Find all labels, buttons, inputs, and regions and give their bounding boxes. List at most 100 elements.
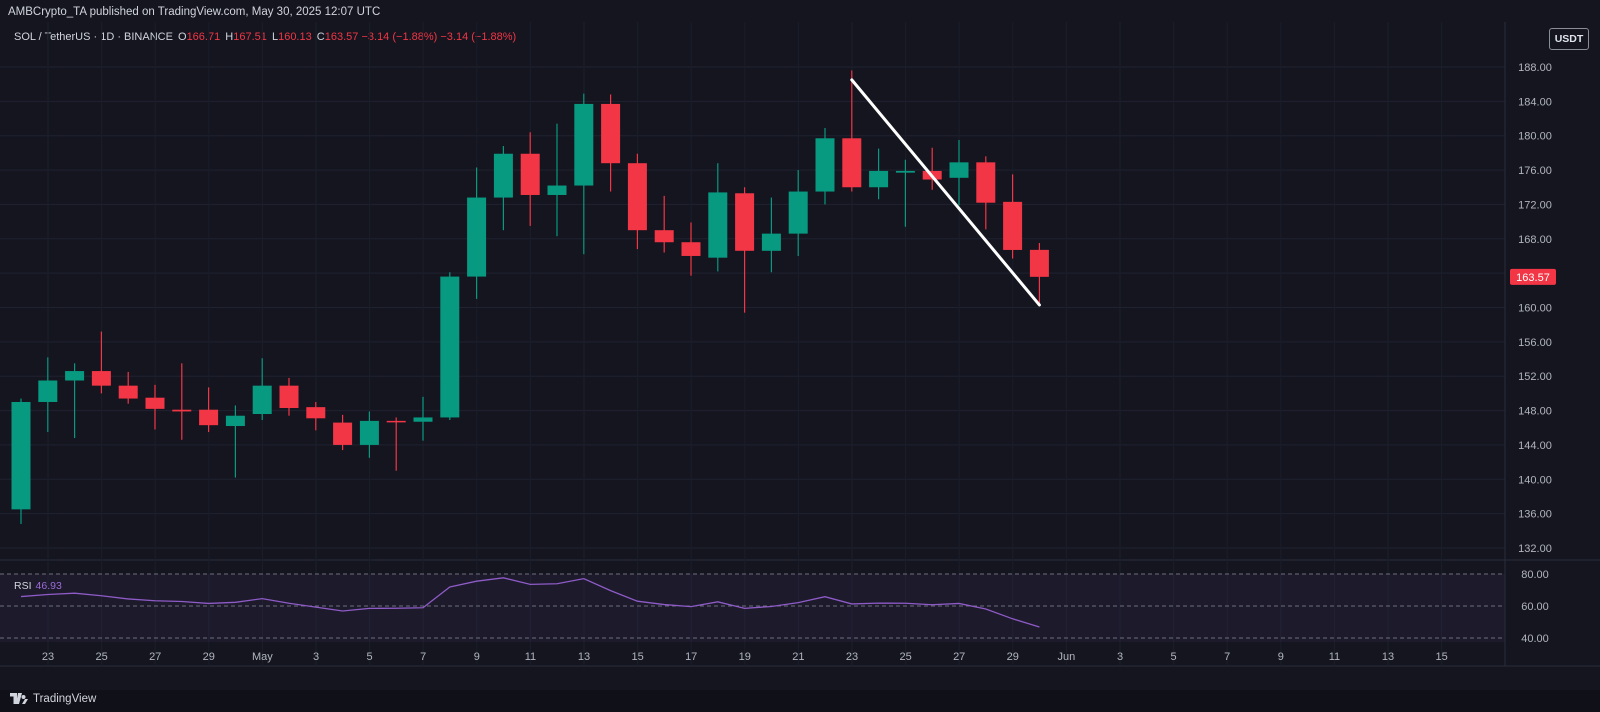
price-tick-label: 156.00 (1518, 337, 1552, 349)
rsi-name: RSI (14, 580, 32, 592)
candle-body (467, 197, 487, 277)
rsi-tick-label: 40.00 (1521, 633, 1549, 645)
time-tick-label: 19 (739, 651, 751, 663)
candle-body (949, 162, 969, 178)
candle-body (1003, 201, 1023, 250)
rsi-panel (0, 573, 1505, 642)
time-tick-label: 27 (953, 651, 965, 663)
price-tick-label: 140.00 (1518, 474, 1552, 486)
time-tick-label: 27 (149, 651, 161, 663)
candle-body (359, 420, 379, 445)
time-tick-label: 25 (95, 651, 107, 663)
high-label: H (225, 31, 234, 43)
last-price-label: 163.57 (1516, 272, 1550, 284)
candle-body (869, 170, 889, 188)
price-tick-label: 168.00 (1518, 234, 1552, 246)
rsi-legend: RSI 46.93 (14, 580, 62, 592)
candle-body (306, 407, 326, 419)
candle-body (91, 371, 111, 386)
time-tick-label: 11 (1329, 651, 1340, 663)
candle-body (601, 103, 621, 164)
tradingview-logo[interactable]: TradingView (10, 693, 96, 705)
candle-body (145, 397, 165, 409)
candles (11, 70, 1049, 524)
price-tick-label: 188.00 (1518, 62, 1552, 74)
time-tick-label: 13 (1382, 651, 1394, 663)
low-value: 160.13 (278, 31, 312, 43)
price-tick-label: 184.00 (1518, 96, 1552, 108)
candle-body (279, 385, 299, 408)
grid-lines (0, 22, 1600, 667)
trendline-group (850, 78, 1041, 307)
candle-body (976, 162, 996, 203)
time-tick-label: Jun (1058, 651, 1076, 663)
candle-body (574, 103, 594, 186)
close-value: 163.57 (324, 31, 359, 43)
candle-body (199, 409, 219, 426)
candle-body (681, 242, 701, 256)
time-tick-label: 23 (42, 651, 54, 663)
price-axis: 188.00184.00180.00176.00172.00168.00164.… (1504, 22, 1556, 666)
price-tick-label: 176.00 (1518, 165, 1552, 177)
rsi-tick-label: 60.00 (1521, 601, 1549, 613)
high-value: 167.51 (233, 31, 267, 43)
price-tick-label: 172.00 (1518, 199, 1552, 211)
candle-body (547, 185, 567, 195)
time-tick-label: 11 (525, 651, 536, 663)
candle-body (493, 153, 513, 198)
candle-body (118, 385, 138, 399)
price-tick-label: 148.00 (1518, 406, 1552, 418)
candle-body (413, 417, 433, 422)
time-tick-label: 17 (685, 651, 697, 663)
candle-body (627, 163, 647, 231)
low-label: L (271, 31, 279, 43)
symbol-info: SOL / TetherUS · 1D · BINANCE O166.71 H1… (14, 31, 516, 43)
candle-body (735, 193, 755, 251)
candle-body (38, 380, 58, 402)
rsi-value: 46.93 (35, 580, 62, 592)
price-tick-label: 180.00 (1518, 131, 1552, 143)
candle-body (11, 401, 31, 510)
currency-button[interactable]: USDT (1549, 28, 1589, 50)
rsi-tick-label: 80.00 (1521, 569, 1549, 581)
change-value-2: −3.14 (−1.88%) (440, 31, 517, 43)
candle-body (788, 191, 808, 234)
time-tick-label: 9 (1278, 651, 1284, 663)
candle-body (1029, 249, 1049, 277)
symbol-title[interactable]: SOL / TetherUS · 1D · BINANCE (14, 31, 173, 43)
close-label: C (316, 31, 325, 43)
candle-body (761, 233, 781, 251)
time-tick-label: 5 (1171, 651, 1177, 663)
change-value: −3.14 (−1.88%) (361, 31, 438, 43)
publisher-line: AMBCrypto_TA published on TradingView.co… (8, 6, 381, 18)
trendline (850, 78, 1041, 307)
candle-body (440, 276, 460, 418)
candle-body (386, 420, 406, 423)
time-tick-label: 13 (578, 651, 590, 663)
candle-body (252, 385, 272, 415)
price-tick-label: 136.00 (1518, 509, 1552, 521)
time-tick-label: 5 (367, 651, 373, 663)
price-tick-label: 132.00 (1518, 543, 1552, 555)
candle-body (895, 170, 915, 173)
time-tick-label: 7 (420, 651, 426, 663)
time-tick-label: 15 (631, 651, 643, 663)
candle-body (225, 415, 245, 427)
footer-bar (0, 690, 1600, 712)
time-tick-label: 7 (1224, 651, 1230, 663)
time-tick-label: 21 (792, 651, 804, 663)
price-tick-label: 144.00 (1518, 440, 1552, 452)
candle-body (172, 409, 192, 412)
candle-body (708, 192, 728, 258)
price-tick-label: 160.00 (1518, 303, 1552, 315)
time-tick-label: 3 (1117, 651, 1123, 663)
open-label: O (178, 31, 187, 43)
candle-body (65, 371, 85, 381)
time-tick-label: 25 (899, 651, 911, 663)
price-tick-label: 152.00 (1518, 371, 1552, 383)
candle-body (520, 153, 540, 195)
time-tick-label: 3 (313, 651, 319, 663)
time-tick-label: 29 (1007, 651, 1019, 663)
